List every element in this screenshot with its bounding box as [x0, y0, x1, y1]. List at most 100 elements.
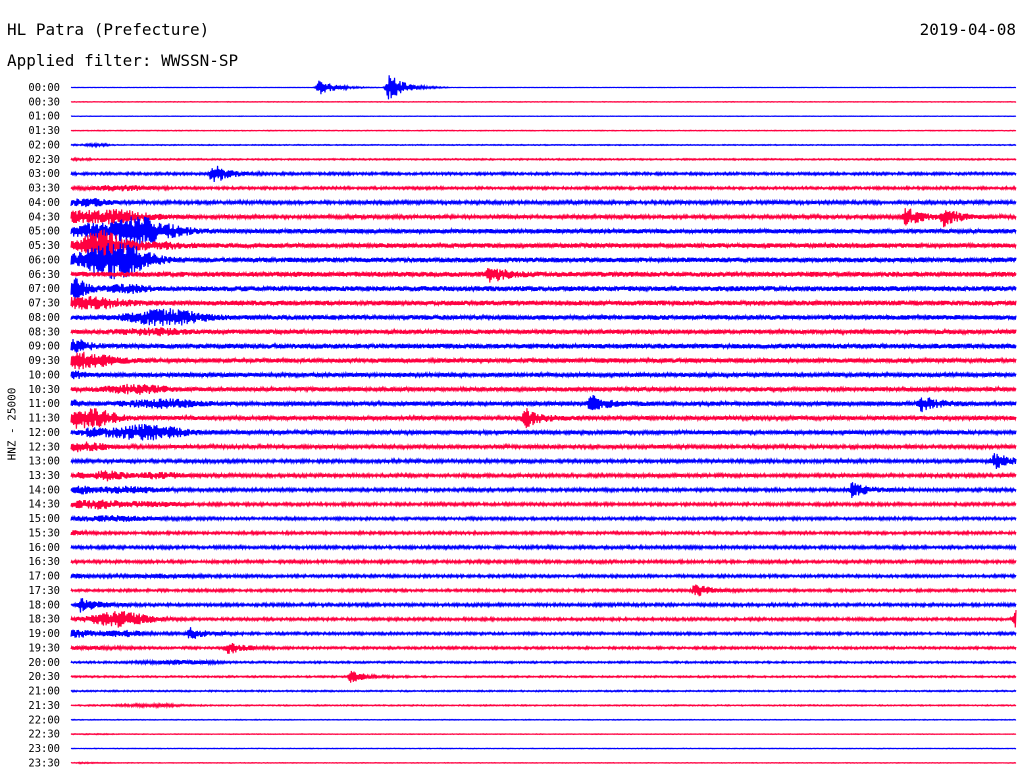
time-label: 22:00	[28, 714, 60, 726]
time-label: 10:30	[28, 384, 60, 396]
time-label: 00:30	[28, 96, 60, 108]
time-label: 19:00	[28, 628, 60, 640]
trace-0230	[70, 156, 1017, 163]
trace-0700	[70, 277, 1017, 300]
time-label: 11:00	[28, 398, 60, 410]
trace-1800	[70, 598, 1017, 613]
time-label: 23:30	[28, 757, 60, 769]
time-label: 01:30	[28, 125, 60, 137]
record-date: 2019-04-08	[919, 20, 1016, 39]
trace-1930	[70, 643, 1017, 654]
time-label: 14:30	[28, 499, 60, 511]
time-label: 02:30	[28, 154, 60, 166]
trace-1100	[70, 394, 1017, 413]
trace-0730	[70, 296, 1017, 310]
trace-0530	[70, 229, 1017, 263]
trace-2130	[70, 701, 1017, 710]
time-labels: 00:00 00:30 01:00 01:30 02:00 02:30 03:00 03:30…	[28, 82, 60, 769]
trace-1030	[70, 383, 1017, 395]
time-label: 08:30	[28, 326, 60, 338]
time-label: 05:00	[28, 226, 60, 238]
trace-1430	[70, 499, 1017, 510]
trace-0130	[70, 129, 1017, 132]
trace-0330	[70, 184, 1017, 192]
time-label: 18:30	[28, 614, 60, 626]
trace-0930	[70, 351, 1017, 370]
trace-0030	[70, 100, 1017, 103]
trace-1330	[70, 470, 1017, 482]
seismic-traces	[70, 75, 1017, 765]
time-label: 12:00	[28, 427, 60, 439]
trace-0830	[70, 327, 1017, 337]
time-label: 22:30	[28, 729, 60, 741]
time-label: 11:30	[28, 413, 60, 425]
trace-1630	[70, 557, 1017, 566]
trace-1300	[70, 453, 1017, 469]
time-label: 03:00	[28, 168, 60, 180]
time-label: 07:30	[28, 298, 60, 310]
time-label: 20:00	[28, 657, 60, 669]
trace-0400	[70, 198, 1017, 208]
time-label: 13:30	[28, 470, 60, 482]
trace-1600	[70, 543, 1017, 552]
time-label: 04:30	[28, 211, 60, 223]
trace-1900	[70, 627, 1017, 639]
time-label: 18:00	[28, 599, 60, 611]
trace-1000	[70, 370, 1017, 380]
time-label: 03:30	[28, 183, 60, 195]
trace-0430	[70, 208, 1017, 228]
trace-0630	[70, 267, 1017, 283]
trace-1530	[70, 528, 1017, 537]
trace-1830	[70, 610, 1017, 628]
time-label: 14:00	[28, 484, 60, 496]
time-label: 06:00	[28, 254, 60, 266]
time-label: 23:00	[28, 743, 60, 755]
trace-0500	[70, 216, 1017, 247]
trace-0200	[70, 141, 1017, 149]
time-label: 01:00	[28, 111, 60, 123]
time-label: 04:00	[28, 197, 60, 209]
time-label: 02:00	[28, 139, 60, 151]
time-label: 15:30	[28, 527, 60, 539]
time-label: 13:00	[28, 456, 60, 468]
time-label: 21:30	[28, 700, 60, 712]
time-label: 16:00	[28, 542, 60, 554]
time-label: 15:00	[28, 513, 60, 525]
trace-2230	[70, 732, 1017, 736]
trace-2030	[70, 670, 1017, 683]
time-label: 19:30	[28, 642, 60, 654]
trace-1230	[70, 441, 1017, 453]
trace-2330	[70, 761, 1017, 765]
time-label: 07:00	[28, 283, 60, 295]
trace-0300	[70, 165, 1017, 182]
trace-1700	[70, 572, 1017, 581]
time-label: 16:30	[28, 556, 60, 568]
time-label: 10:00	[28, 369, 60, 381]
filter-label: Applied filter: WWSSN-SP	[7, 51, 239, 70]
trace-0800	[70, 308, 1017, 326]
trace-1500	[70, 514, 1017, 523]
time-label: 17:30	[28, 585, 60, 597]
station-title: HL Patra (Prefecture)	[7, 20, 210, 39]
trace-2000	[70, 658, 1017, 667]
time-label: 05:30	[28, 240, 60, 252]
trace-1130	[70, 408, 1017, 429]
trace-1200	[70, 423, 1017, 441]
trace-2100	[70, 689, 1017, 693]
trace-0600	[70, 243, 1017, 280]
time-label: 08:00	[28, 312, 60, 324]
trace-0000	[70, 75, 1017, 100]
trace-1730	[70, 584, 1017, 597]
trace-2300	[70, 747, 1017, 750]
time-label: 12:30	[28, 441, 60, 453]
trace-0900	[70, 338, 1017, 353]
time-label: 17:00	[28, 571, 60, 583]
time-label: 09:30	[28, 355, 60, 367]
time-label: 06:30	[28, 269, 60, 281]
trace-1400	[70, 482, 1017, 499]
time-label: 09:00	[28, 341, 60, 353]
time-label: 00:00	[28, 82, 60, 94]
time-label: 20:30	[28, 671, 60, 683]
time-label: 21:00	[28, 686, 60, 698]
